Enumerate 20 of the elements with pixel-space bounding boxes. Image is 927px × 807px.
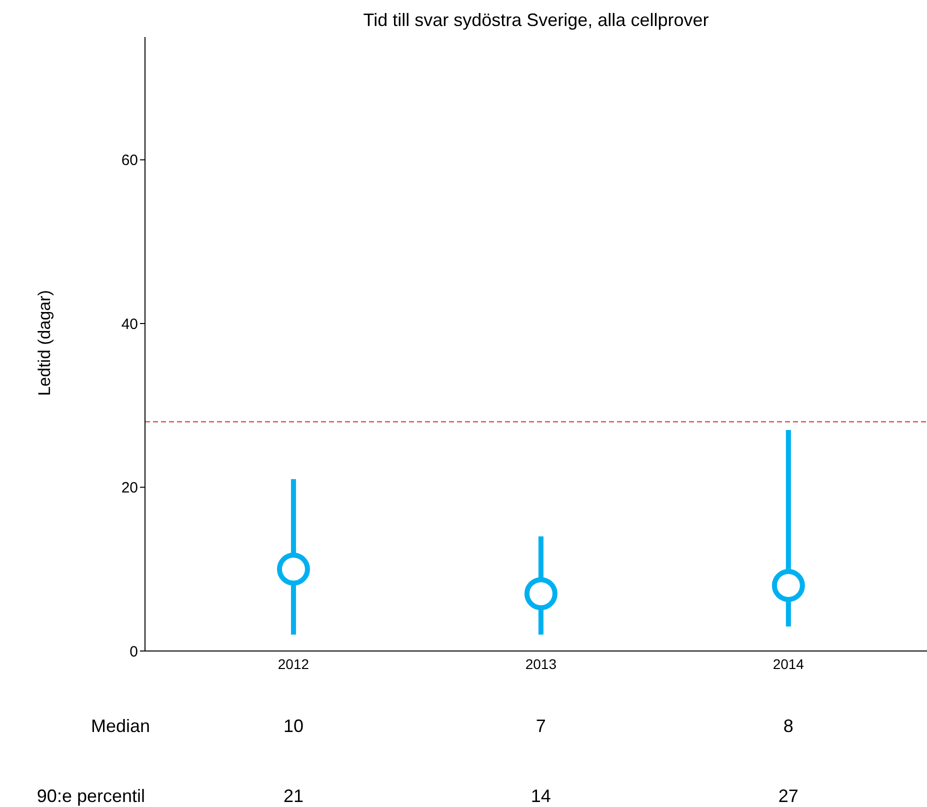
x-tick-label: 2013 — [525, 656, 557, 672]
text: Median — [90, 716, 150, 737]
y-tick-label: 60 — [121, 152, 138, 170]
text: 21 — [282, 786, 304, 807]
y-tick-label: 20 — [121, 480, 138, 497]
x-tick-label: 2012 — [278, 656, 310, 672]
data-label: 8 — [782, 716, 794, 737]
y-tick-label: 40 — [121, 316, 138, 333]
text: 90:e percentil — [36, 786, 145, 807]
point — [524, 577, 558, 610]
y-tick-label: 0 — [130, 643, 138, 660]
point — [276, 552, 310, 586]
data-label: 10 — [282, 716, 304, 737]
x-tick-label: 2014 — [772, 656, 804, 672]
text: 27 — [777, 786, 800, 807]
point — [772, 569, 805, 602]
data-label: 7 — [534, 716, 547, 737]
chart-title: Tid till svar sydöstra Sverige, alla cellprover — [362, 10, 710, 31]
y-axis-title: Ledtid (dagar) — [35, 289, 55, 398]
text: 14 — [530, 786, 552, 807]
